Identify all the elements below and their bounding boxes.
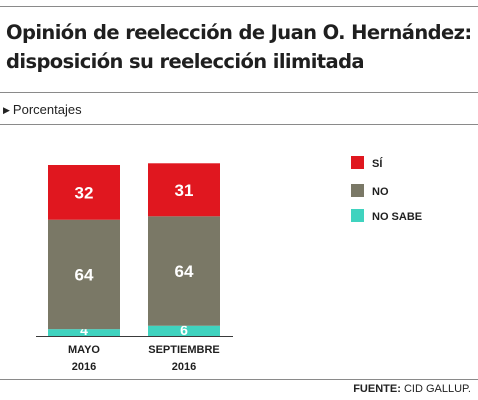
bar-segment-no-sabe-2 [148,325,220,336]
bar-segment-no-sabe-1 [48,329,120,336]
data-label-no-sabe-1: 4 [80,322,88,338]
bar-segment-si-2 [148,163,220,217]
footer-rule [0,379,478,380]
data-label-no-1: 64 [75,266,94,285]
bar-segment-no-2 [148,216,220,326]
chart-title: Opinión de reelección de Juan O. Hernánd… [6,18,476,76]
data-label-si-1: 32 [75,183,94,202]
legend-swatch-no-sabe [351,209,364,222]
legend-label-no: NO [372,186,389,198]
legend-label-no-sabe: NO SABE [372,211,422,223]
legend-swatch-no [351,184,364,197]
legend-label-si: SÍ [372,157,383,170]
title-line-2: disposición su reelección ilimitada [6,50,365,73]
x-tick-label-2-1: SEPTIEMBRE [148,344,220,356]
data-label-si-2: 31 [175,181,194,200]
source-note: FUENTE: CID GALLUP. [353,383,471,395]
x-tick-label-2-2: 2016 [172,361,196,373]
x-tick-label-1-2: 2016 [72,361,96,373]
title-rule [0,92,478,93]
data-label-no-2: 64 [175,262,194,281]
legend-swatch-si [351,156,364,169]
data-label-no-sabe-2: 6 [180,322,188,338]
title-line-1: Opinión de reelección de Juan O. Hernánd… [6,21,472,44]
subtitle-rule [0,124,478,125]
bar-segment-no-1 [48,219,120,330]
x-tick-label-1-1: MAYO [68,344,100,356]
source-text: CID GALLUP. [403,383,471,395]
subtitle: ▶ Porcentajes [3,102,82,117]
source-label: FUENTE: [353,383,401,395]
bar-segment-si-1 [48,165,120,220]
top-rule [0,6,478,7]
subtitle-text: Porcentajes [12,102,82,117]
triangle-icon: ▶ [3,105,10,115]
